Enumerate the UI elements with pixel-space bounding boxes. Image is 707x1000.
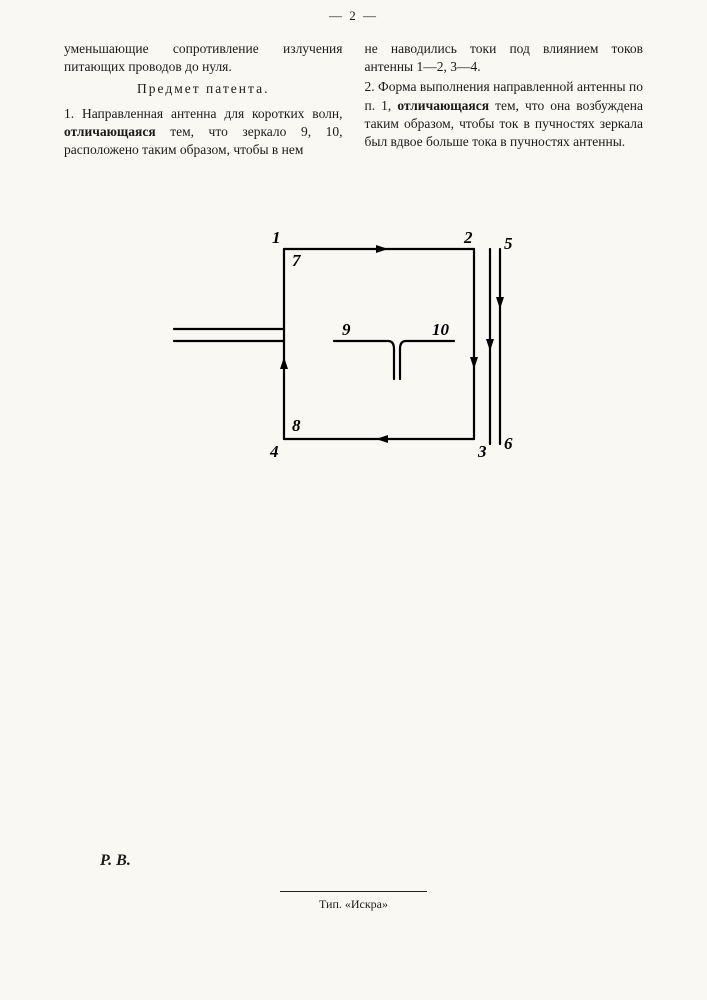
claim1-prefix: 1. Направленная антенна для коротких вол…	[64, 106, 343, 121]
arrow-right	[470, 357, 478, 369]
left-para-1: уменьшающие сопротивление излучения пита…	[64, 40, 343, 76]
arrow-left	[280, 357, 288, 369]
arrow-pair-left	[486, 339, 494, 351]
text-columns: уменьшающие сопротивление излучения пита…	[64, 40, 643, 159]
label-10: 10	[432, 320, 450, 339]
arrow-bottom	[376, 435, 388, 443]
figure-container: 1 2 3 4 5 6 7 8 9 10	[64, 199, 643, 499]
label-4: 4	[269, 442, 279, 461]
right-column: не наводились токи под влиянием токов ан…	[365, 40, 644, 159]
label-3: 3	[477, 442, 487, 461]
claim2-bold: отличающаяся	[397, 98, 489, 113]
label-1: 1	[272, 228, 281, 247]
footer-left-mark: Р. В.	[100, 852, 131, 870]
footer-rule	[280, 891, 427, 892]
patent-page: — 2 — уменьшающие сопротивление излучени…	[0, 0, 707, 1000]
label-5: 5	[504, 234, 513, 253]
subject-heading: Предмет патента.	[64, 80, 343, 98]
antenna-diagram: 1 2 3 4 5 6 7 8 9 10	[164, 199, 544, 499]
arrow-top	[376, 245, 388, 253]
page-number: — 2 —	[0, 8, 707, 24]
arrow-pair-right	[496, 297, 504, 309]
label-8: 8	[292, 416, 301, 435]
left-column: уменьшающие сопротивление излучения пита…	[64, 40, 343, 159]
label-2: 2	[463, 228, 473, 247]
mirror-left-drop	[334, 341, 394, 379]
footer-printer: Тип. «Искра»	[0, 897, 707, 912]
right-para-2: 2. Форма выполнения направленной антенны…	[365, 78, 644, 151]
mirror-right-drop	[400, 341, 454, 379]
claim1-bold: отличающаяся	[64, 124, 156, 139]
label-7: 7	[292, 251, 302, 270]
label-6: 6	[504, 434, 513, 453]
right-para-1: не наводились токи под влиянием токов ан…	[365, 40, 644, 76]
left-para-2: 1. Направленная антенна для коротких вол…	[64, 105, 343, 160]
label-9: 9	[342, 320, 351, 339]
